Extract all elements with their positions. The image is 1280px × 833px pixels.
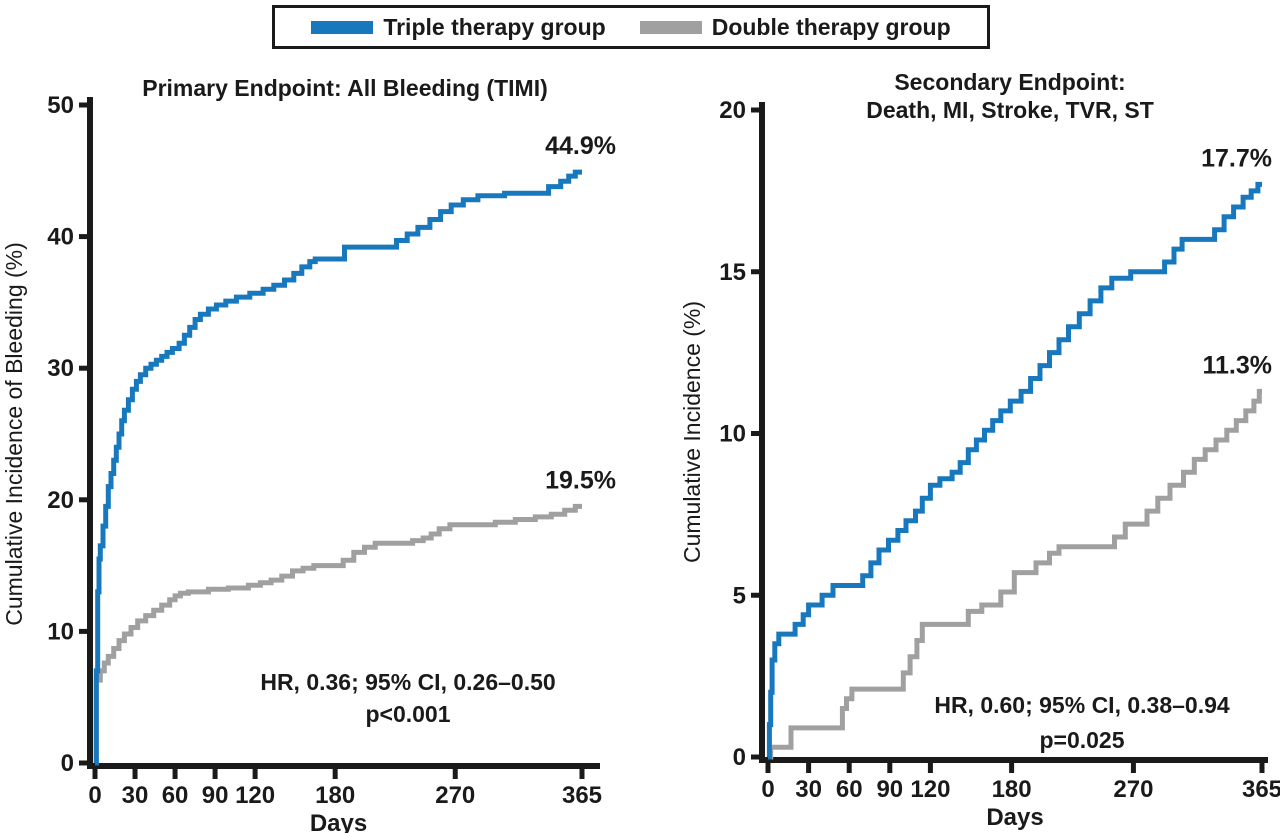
y-tick-label: 20 — [47, 487, 74, 514]
panel-title: Secondary Endpoint: — [894, 69, 1125, 95]
panel-title: Death, MI, Stroke, TVR, ST — [866, 97, 1154, 123]
x-tick-label: 60 — [836, 776, 863, 803]
end-value-label: 19.5% — [545, 466, 616, 494]
y-tick-label: 0 — [61, 750, 74, 777]
y-axis-title: Cumulative Incidence of Bleeding (%) — [1, 242, 27, 626]
x-tick-label: 0 — [88, 782, 101, 809]
double-line-swatch-icon — [639, 20, 702, 34]
series-triple-therapy-group — [766, 181, 1262, 760]
series-triple-therapy-group — [93, 169, 582, 766]
y-axis-title: Cumulative Incidence (%) — [679, 301, 705, 563]
end-value-label: 11.3% — [1202, 351, 1272, 379]
x-tick-label: 365 — [1242, 776, 1280, 803]
x-tick-label: 30 — [795, 776, 822, 803]
x-tick-label: 270 — [1113, 776, 1153, 803]
hr-annotation: HR, 0.36; 95% CI, 0.26–0.50 — [260, 669, 555, 695]
x-tick-label: 30 — [122, 782, 149, 809]
hr-annotation: p=0.025 — [1039, 727, 1124, 753]
x-axis-title: Days — [310, 810, 367, 833]
x-tick-label: 90 — [876, 776, 903, 803]
hr-annotation: p<0.001 — [365, 701, 450, 727]
y-tick-label: 10 — [47, 618, 74, 645]
legend: Triple therapy group Double therapy grou… — [272, 5, 990, 49]
legend-label-double: Double therapy group — [711, 13, 951, 40]
triple-line-swatch-icon — [311, 20, 374, 34]
hr-annotation: HR, 0.60; 95% CI, 0.38–0.94 — [934, 692, 1230, 718]
y-tick-label: 30 — [47, 355, 74, 382]
y-tick-label: 0 — [733, 744, 746, 771]
y-tick-label: 10 — [719, 421, 746, 448]
legend-item-triple: Triple therapy group — [311, 13, 606, 41]
x-tick-label: 90 — [202, 782, 229, 809]
end-value-label: 44.9% — [545, 132, 616, 160]
y-tick-label: 50 — [47, 92, 74, 119]
legend-item-double: Double therapy group — [639, 13, 951, 41]
x-tick-label: 180 — [992, 776, 1032, 803]
panel-title: Primary Endpoint: All Bleeding (TIMI) — [142, 75, 548, 101]
y-tick-label: 20 — [719, 97, 746, 124]
x-tick-label: 270 — [435, 782, 475, 809]
x-tick-label: 0 — [761, 776, 774, 803]
series-double-therapy-group — [768, 388, 1262, 760]
series-double-therapy-group — [93, 503, 582, 766]
x-tick-label: 60 — [162, 782, 189, 809]
x-tick-label: 120 — [910, 776, 950, 803]
end-value-label: 17.7% — [1201, 144, 1272, 172]
x-tick-label: 180 — [315, 782, 355, 809]
y-tick-label: 15 — [719, 259, 746, 286]
x-tick-label: 365 — [562, 782, 602, 809]
x-tick-label: 120 — [235, 782, 275, 809]
legend-label-triple: Triple therapy group — [383, 13, 606, 40]
y-tick-label: 5 — [733, 582, 746, 609]
y-tick-label: 40 — [47, 224, 74, 251]
x-axis-title: Days — [986, 804, 1043, 831]
